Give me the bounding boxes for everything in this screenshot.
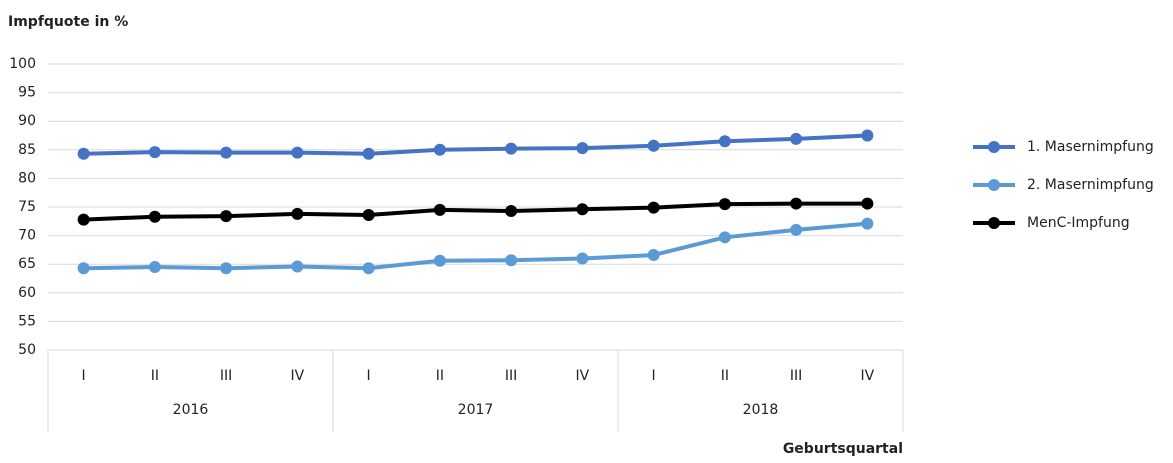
x-tick-label: IV <box>861 368 875 384</box>
x-axis-title: Geburtsquartal <box>783 441 903 457</box>
x-group-label: 2018 <box>743 402 779 418</box>
series-line <box>83 133 868 156</box>
legend-marker <box>988 141 1000 153</box>
data-point <box>148 146 161 159</box>
data-point <box>291 207 304 220</box>
data-point <box>718 135 731 148</box>
x-tick-label: I <box>82 368 86 384</box>
data-point <box>505 142 518 155</box>
data-point <box>77 262 90 275</box>
x-tick-label: II <box>721 368 729 384</box>
x-tick-label: III <box>505 368 517 384</box>
data-point <box>291 146 304 159</box>
y-tick-label: 80 <box>18 170 36 186</box>
data-point <box>861 129 874 142</box>
data-point <box>576 142 589 155</box>
data-point <box>77 213 90 226</box>
data-point <box>362 262 375 275</box>
y-tick-label: 55 <box>18 313 36 329</box>
x-tick-label: IV <box>291 368 305 384</box>
data-point <box>220 210 233 223</box>
data-point <box>790 223 803 236</box>
data-point <box>433 143 446 156</box>
x-tick-label: II <box>151 368 159 384</box>
y-tick-label: 95 <box>18 85 36 101</box>
data-point <box>576 203 589 216</box>
data-point <box>790 197 803 210</box>
x-group-label: 2017 <box>458 402 494 418</box>
data-point <box>433 203 446 216</box>
data-point <box>647 201 660 214</box>
data-point <box>861 217 874 230</box>
data-point <box>647 139 660 152</box>
data-point <box>505 254 518 267</box>
series-line <box>83 201 868 222</box>
data-point <box>433 254 446 267</box>
legend-label: 2. Masernimpfung <box>1027 177 1154 193</box>
legend-marker <box>988 217 1000 229</box>
legend-marker <box>988 179 1000 191</box>
data-point <box>576 252 589 265</box>
data-point <box>718 231 731 244</box>
x-tick-label: III <box>790 368 802 384</box>
x-tick-label: IV <box>576 368 590 384</box>
data-point <box>148 261 161 274</box>
data-point <box>220 146 233 159</box>
series-line <box>83 221 868 271</box>
data-point <box>362 147 375 160</box>
data-point <box>291 260 304 273</box>
x-tick-label: I <box>367 368 371 384</box>
data-point <box>362 209 375 222</box>
y-tick-label: 100 <box>9 56 36 72</box>
x-tick-label: III <box>220 368 232 384</box>
y-tick-label: 75 <box>18 199 36 215</box>
chart-title: Impfquote in % <box>8 14 128 30</box>
y-tick-label: 70 <box>18 228 36 244</box>
data-point <box>718 198 731 211</box>
y-tick-label: 85 <box>18 142 36 158</box>
y-tick-label: 90 <box>18 113 36 129</box>
y-tick-label: 65 <box>18 256 36 272</box>
legend-label: MenC-Impfung <box>1027 215 1130 231</box>
y-tick-label: 60 <box>18 285 36 301</box>
data-point <box>77 147 90 160</box>
data-point <box>647 249 660 262</box>
legend-label: 1. Masernimpfung <box>1027 139 1154 155</box>
data-point <box>790 132 803 145</box>
x-tick-label: I <box>652 368 656 384</box>
data-point <box>220 262 233 275</box>
x-group-label: 2016 <box>173 402 209 418</box>
y-tick-label: 50 <box>18 342 36 358</box>
x-tick-label: II <box>436 368 444 384</box>
data-point <box>148 210 161 223</box>
data-point <box>505 205 518 218</box>
data-point <box>861 197 874 210</box>
